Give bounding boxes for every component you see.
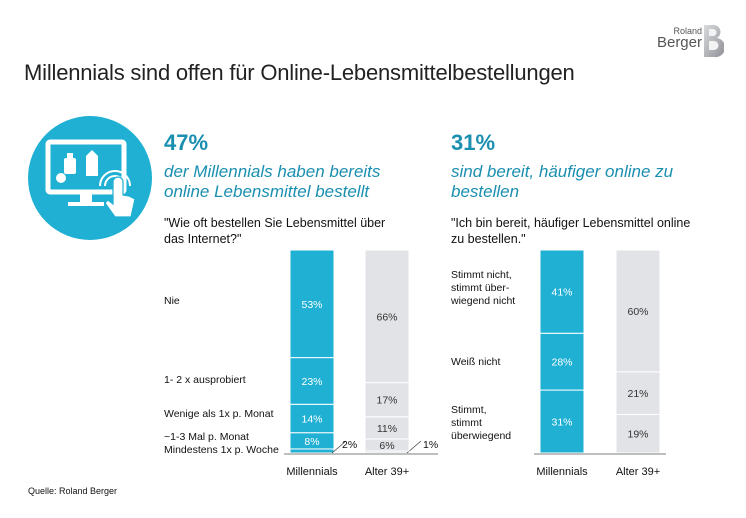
data-label-millennials-2: 41% [551, 287, 572, 299]
right-row-label-stimmt-line1: Stimmt, [451, 404, 487, 416]
right-stacked-bar-chart: 31% 28% 41% Millennials 19% 21% 60% Alter 39+ [534, 249, 666, 478]
data-label-millennials-0: 2% [342, 439, 357, 451]
source-note: Quelle: Roland Berger [28, 486, 118, 496]
left-stacked-bar-chart: 2% 8% 14% 23% 53% Millennials 1% 6% 11% 17% 66% Alt… [284, 249, 438, 478]
left-row-label-wenige: Wenige als 1x p. Monat [164, 408, 274, 420]
bar-segment-millennials-2 [289, 403, 335, 434]
right-row-label-stimmt-nicht-line1: Stimmt nicht, [451, 269, 512, 281]
category-label-millennials: Millennials [536, 466, 588, 478]
left-row-label-nie: Nie [164, 295, 180, 307]
category-label-alter: Alter 39+ [616, 466, 660, 478]
right-row-label-stimmt-line2: stimmt [451, 417, 482, 429]
bar-segment-millennials-0 [539, 389, 585, 454]
online-shopping-screen-icon [28, 116, 152, 240]
left-headline-text: der Millennials haben bereits online Leb… [164, 162, 381, 201]
bar-segment-millennials-3 [289, 357, 335, 405]
data-label-alter-3: 17% [376, 395, 397, 407]
left-row-label-woche: Mindestens 1x p. Woche [164, 444, 279, 456]
bar-segment-alter-0 [615, 413, 661, 454]
left-row-label-ausprobiert: 1- 2 x ausprobiert [164, 374, 246, 386]
data-label-millennials-3: 23% [301, 376, 322, 388]
right-row-label-stimmt-nicht-line3: wiegend nicht [451, 295, 516, 307]
right-question: "Ich bin bereit, häufiger Lebensmittel o… [451, 216, 691, 246]
right-row-label-stimmt-nicht: Stimmt nicht, stimmt über- wiegend nicht [451, 269, 515, 308]
bar-segment-alter-1 [615, 371, 661, 415]
data-label-alter-1: 21% [627, 388, 648, 400]
bar-segment-alter-2 [615, 249, 661, 373]
logo-line1: Roland [673, 26, 702, 36]
bar-segment-alter-4 [364, 249, 410, 384]
data-label-alter-0: 19% [627, 429, 648, 441]
right-row-label-stimmt-nicht-line2: stimmt über- [451, 282, 510, 294]
right-headline-value: 31% [451, 130, 496, 155]
category-label-alter: Alter 39+ [365, 466, 409, 478]
category-label-millennials: Millennials [286, 466, 338, 478]
left-headline-value: 47% [164, 130, 209, 155]
data-label-millennials-2: 14% [301, 413, 322, 425]
bar-segment-millennials-1 [539, 332, 585, 391]
data-label-alter-1: 6% [379, 440, 394, 452]
data-label-millennials-1: 8% [304, 436, 319, 448]
right-row-label-stimmt: Stimmt, stimmt überwiegend [451, 404, 511, 443]
right-headline-text: sind bereit, häufiger online zu bestelle… [451, 162, 674, 201]
data-label-alter-0: 1% [423, 439, 438, 451]
right-row-label-weiss: Weiß nicht [451, 356, 501, 368]
logo-line2: Berger [656, 34, 702, 51]
page-title: Millennials sind offen für Online-Lebens… [24, 60, 575, 85]
bar-segment-millennials-4 [289, 249, 335, 359]
data-label-alter-2: 60% [627, 306, 648, 318]
right-row-label-stimmt-line3: überwiegend [451, 430, 512, 442]
bar-segment-alter-3 [364, 382, 410, 418]
bar-segment-millennials-2 [539, 249, 585, 334]
data-label-alter-4: 66% [376, 311, 397, 323]
leader-line-millennials [331, 440, 347, 454]
data-label-millennials-4: 53% [301, 299, 322, 311]
data-label-millennials-0: 31% [551, 417, 572, 429]
left-question: "Wie oft bestellen Sie Lebensmittel über… [164, 216, 386, 246]
left-row-label-monat: ~1-3 Mal p. Monat [164, 431, 249, 443]
data-label-alter-2: 11% [377, 423, 397, 435]
bar-segment-millennials-0 [289, 448, 335, 454]
data-label-millennials-1: 28% [551, 357, 572, 369]
roland-berger-logo-icon [704, 25, 724, 58]
